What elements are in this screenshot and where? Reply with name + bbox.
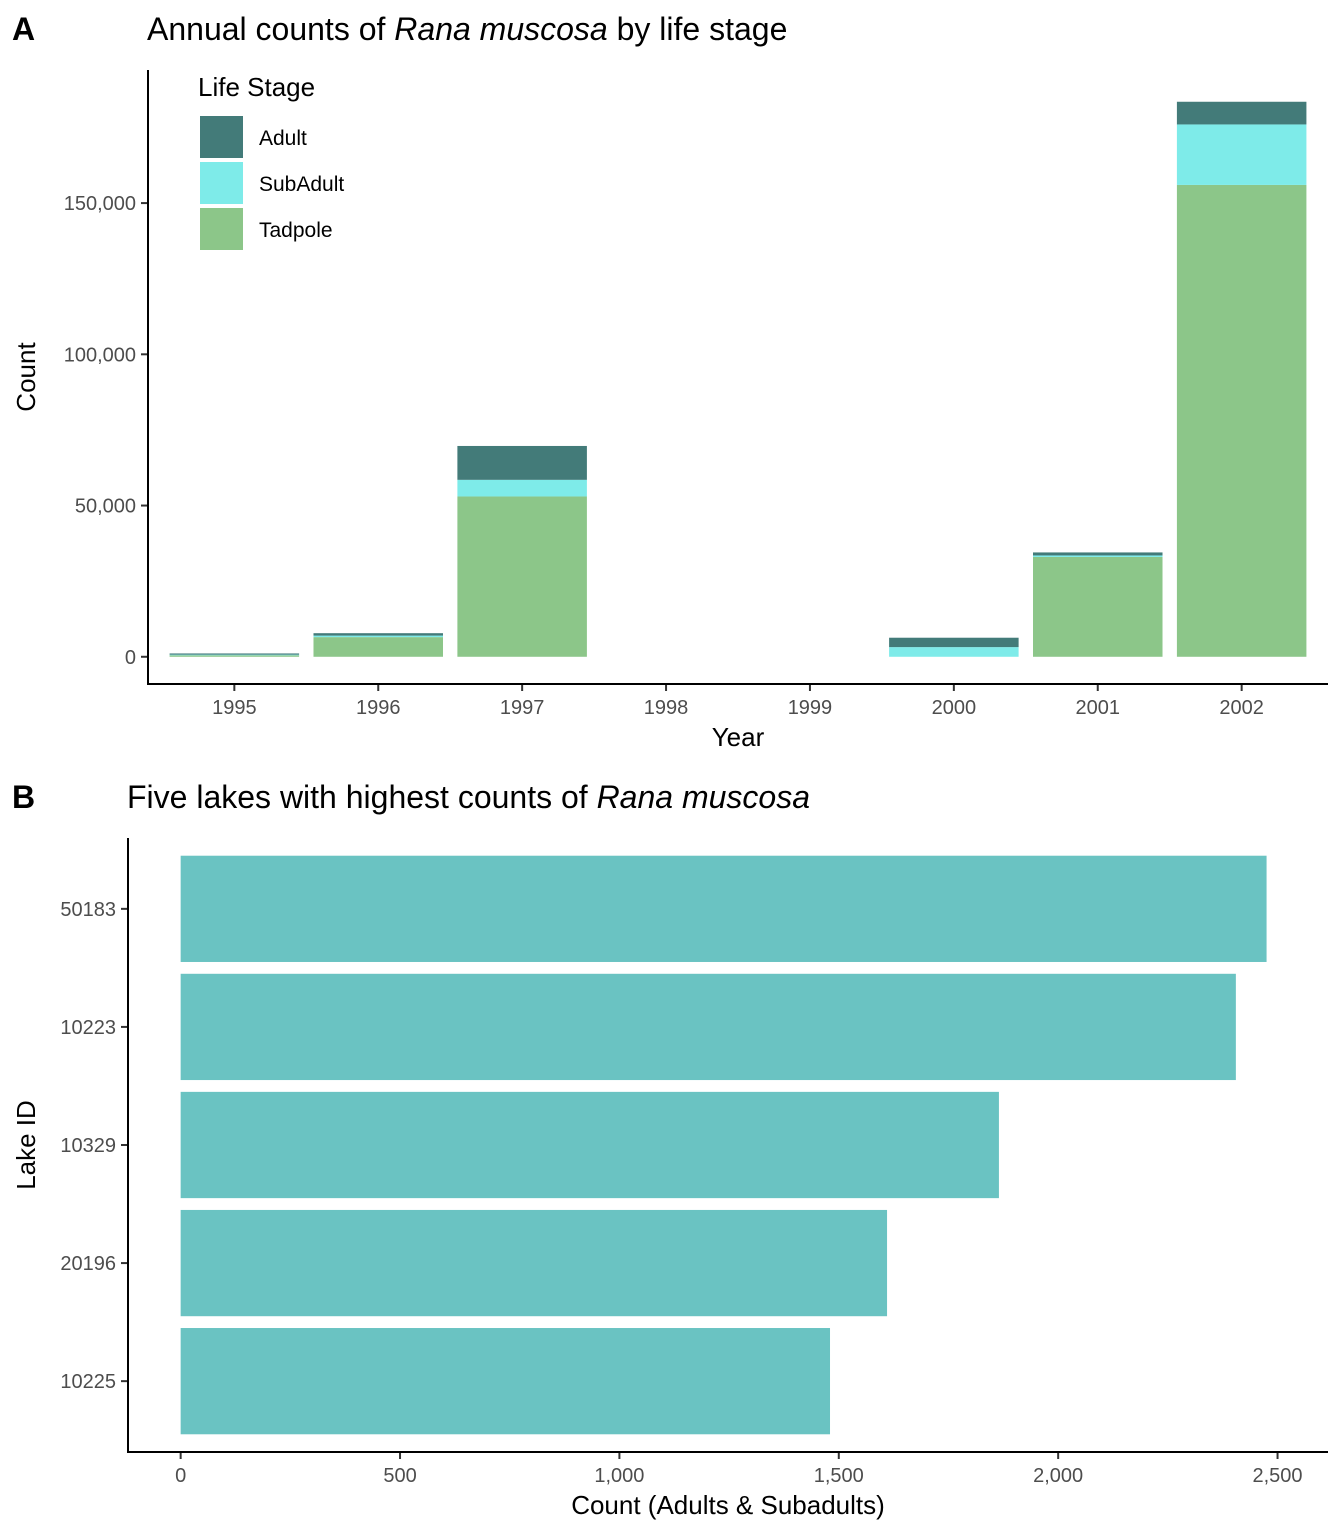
legend-key-tadpole <box>200 208 243 250</box>
panel-a-tag: A <box>12 11 35 47</box>
bar-2002-adult <box>1176 101 1307 125</box>
x-tick-label: 2,000 <box>1033 1465 1083 1487</box>
bar-1996-tadpole <box>313 637 443 657</box>
x-axis-title: Year <box>712 722 765 752</box>
bar-2000-adult <box>889 637 1019 648</box>
panel-b-title-part-2: Rana muscosa <box>597 779 810 815</box>
bar-2001-subadult <box>1033 555 1163 557</box>
x-tick-label-1997: 1997 <box>500 697 545 719</box>
bar-lake-50183 <box>180 855 1267 962</box>
legend-title: Life Stage <box>198 72 315 102</box>
x-tick-label-2000: 2000 <box>932 697 977 719</box>
bar-1995-tadpole <box>169 655 300 657</box>
legend-key-subadult <box>200 162 243 204</box>
bar-lake-10223 <box>180 973 1236 1081</box>
legend-label-subadult: SubAdult <box>259 173 344 196</box>
legend-label-tadpole: Tadpole <box>259 219 333 242</box>
x-tick-label-1996: 1996 <box>356 697 401 719</box>
y-axis-title: Lake ID <box>11 1100 41 1190</box>
bar-1995-adult <box>169 653 300 655</box>
x-tick-label: 500 <box>383 1465 416 1487</box>
panel-b-plot: 50183 10223 10329 20196 10225 0 500 1,000 1,500 2… <box>11 838 1328 1520</box>
bar-2001-adult <box>1033 552 1163 556</box>
y-tick-label: 0 <box>125 647 136 669</box>
bar-1997-tadpole <box>457 496 587 657</box>
x-tick-label: 0 <box>175 1465 186 1487</box>
bar-lake-10329 <box>180 1091 999 1199</box>
x-tick-label-1999: 1999 <box>788 697 833 719</box>
bar-1997-adult <box>457 445 587 480</box>
y-axis-title: Count <box>11 342 41 412</box>
y-tick-label-10225: 10225 <box>60 1371 116 1393</box>
panel-a-title-part-3: by life stage <box>608 11 788 47</box>
legend-label-adult: Adult <box>259 127 307 150</box>
y-tick-label-20196: 20196 <box>60 1253 116 1275</box>
x-axis-title: Count (Adults & Subadults) <box>571 1490 885 1520</box>
bar-2001-tadpole <box>1033 556 1163 657</box>
bar-lake-10225 <box>180 1328 831 1435</box>
x-tick-label-2001: 2001 <box>1076 697 1121 719</box>
panel-a-title: Annual counts of Rana muscosa by life st… <box>147 11 787 47</box>
panel-b-tag: B <box>12 779 35 815</box>
bar-1995-subadult <box>169 654 300 656</box>
y-tick-label: 150,000 <box>64 193 136 215</box>
bar-lake-20196 <box>180 1209 888 1317</box>
y-tick-label: 100,000 <box>64 344 136 366</box>
bar-1996-adult <box>313 633 443 636</box>
bar-2002-tadpole <box>1176 184 1307 657</box>
y-tick-label-50183: 50183 <box>60 899 116 921</box>
bar-1997-subadult <box>457 479 587 497</box>
bar-1996-subadult <box>313 635 443 638</box>
panel-a-title-part-1: Annual counts of <box>147 11 394 47</box>
x-tick-label-1998: 1998 <box>644 697 689 719</box>
panel-b-title-part-1: Five lakes with highest counts of <box>127 779 597 815</box>
panel-a-title-part-2: Rana muscosa <box>394 11 607 47</box>
panel-b-title: Five lakes with highest counts of Rana m… <box>127 779 810 815</box>
x-tick-label-1995: 1995 <box>212 697 257 719</box>
y-tick-label-10223: 10223 <box>60 1017 116 1039</box>
x-tick-label: 1,500 <box>814 1465 864 1487</box>
x-tick-label: 2,500 <box>1253 1465 1303 1487</box>
panel-a-plot: 1995 1996 1997 1998 1999 2000 2001 2002 0 50,000 1… <box>11 70 1328 752</box>
bar-2002-subadult <box>1176 124 1307 185</box>
y-tick-label-10329: 10329 <box>60 1135 116 1157</box>
x-tick-label: 1,000 <box>594 1465 644 1487</box>
y-tick-label: 50,000 <box>75 496 136 518</box>
x-tick-label-2002: 2002 <box>1219 697 1264 719</box>
legend-key-adult <box>200 116 243 158</box>
bar-2000-subadult <box>889 647 1019 657</box>
